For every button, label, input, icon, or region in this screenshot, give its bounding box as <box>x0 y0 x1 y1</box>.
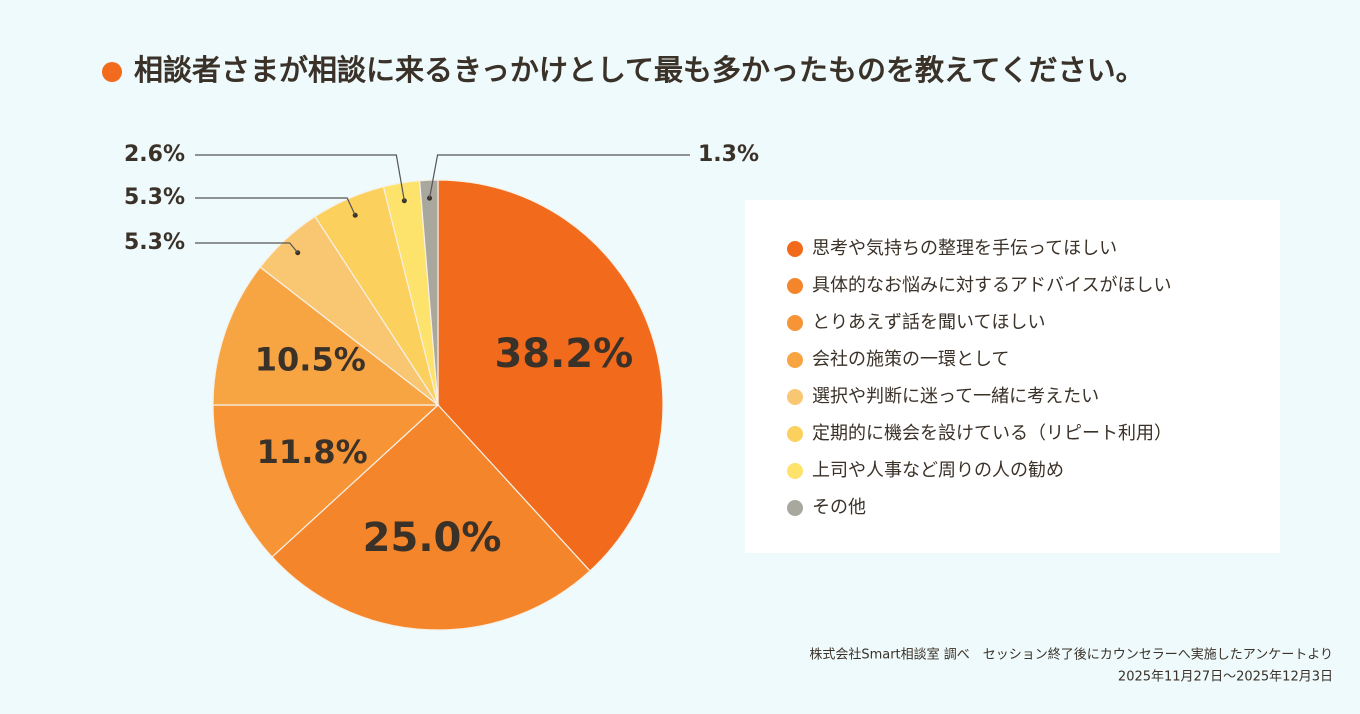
legend-marker <box>787 500 803 516</box>
legend-box <box>745 200 1280 553</box>
leader-line <box>195 242 299 254</box>
legend-label: とりあえず話を聞いてほしい <box>812 312 1045 333</box>
legend-label: 思考や気持ちの整理を手伝ってほしい <box>812 238 1117 259</box>
leader-line <box>428 154 690 199</box>
title-dot <box>102 62 122 82</box>
source-note: 株式会社Smart相談室 調べ セッション終了後にカウンセラーへ実施したアンケー… <box>809 647 1333 663</box>
legend-marker <box>787 463 803 479</box>
slice-label: 2.6% <box>124 142 185 167</box>
slice-label: 10.5% <box>255 340 366 378</box>
legend-marker <box>787 278 803 294</box>
date-note: 2025年11月27日〜2025年12月3日 <box>1118 670 1333 685</box>
chart-title: 相談者さまが相談に来るきっかけとして最も多かったものを教えてください。 <box>134 53 1145 87</box>
legend-marker <box>787 241 803 257</box>
slice-label: 1.3% <box>698 142 759 167</box>
legend-marker <box>787 426 803 442</box>
pie-slice <box>271 404 591 631</box>
slice-label: 5.3% <box>124 230 185 255</box>
pie-slice <box>418 179 439 406</box>
legend-label: 定期的に機会を設けている（リピート利用） <box>812 423 1172 444</box>
legend-label: 上司や人事など周りの人の勧め <box>812 460 1064 481</box>
legend-marker <box>787 389 803 405</box>
pie-slice <box>212 266 440 406</box>
slice-label: 38.2% <box>494 331 633 377</box>
pie-slice <box>212 404 440 558</box>
slice-label: 11.8% <box>257 433 368 471</box>
pie-slice <box>437 179 664 572</box>
legend-label: 会社の施策の一環として <box>812 349 1009 370</box>
legend-marker <box>787 352 803 368</box>
legend-label: 選択や判断に迷って一緒に考えたい <box>812 386 1099 407</box>
leader-line <box>195 197 356 216</box>
slice-label: 25.0% <box>363 515 502 561</box>
legend-marker <box>787 315 803 331</box>
leader-line <box>195 154 405 201</box>
slice-label: 5.3% <box>124 185 185 210</box>
legend-label: 具体的なお悩みに対するアドバイスがほしい <box>812 275 1171 296</box>
legend-label: その他 <box>812 497 866 518</box>
